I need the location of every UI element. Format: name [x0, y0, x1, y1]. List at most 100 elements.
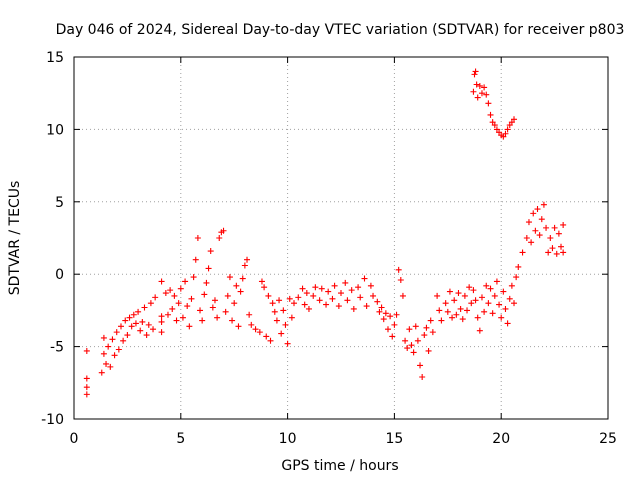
data-point: [271, 308, 278, 315]
data-point: [380, 316, 387, 323]
data-point: [145, 321, 152, 328]
data-point: [370, 292, 377, 299]
data-point: [498, 314, 505, 321]
data-point: [476, 82, 483, 89]
data-point: [177, 285, 184, 292]
data-point: [226, 274, 233, 281]
data-point: [519, 249, 526, 256]
data-point: [162, 290, 169, 297]
data-point: [485, 100, 492, 107]
data-point: [387, 313, 394, 320]
data-point: [504, 320, 511, 327]
data-point: [419, 374, 426, 381]
data-point: [220, 227, 227, 234]
data-point: [194, 235, 201, 241]
data-point: [361, 275, 368, 282]
data-point: [124, 332, 131, 339]
data-point: [288, 314, 295, 321]
data-point: [139, 318, 146, 325]
data-point: [342, 279, 349, 286]
data-point: [549, 245, 556, 252]
data-point: [325, 288, 332, 295]
data-point: [120, 337, 127, 344]
data-point: [506, 295, 513, 302]
x-tick-label: 20: [492, 431, 510, 447]
data-point: [316, 297, 323, 304]
data-point: [489, 310, 496, 317]
data-point: [188, 295, 195, 302]
data-point: [335, 303, 342, 310]
data-point: [291, 300, 298, 307]
data-point: [425, 347, 432, 354]
data-point: [511, 300, 518, 307]
data-point: [192, 256, 199, 263]
data-point: [184, 303, 191, 310]
data-point: [481, 84, 488, 91]
data-point: [355, 284, 362, 291]
data-point: [231, 300, 238, 307]
data-point: [491, 292, 498, 299]
data-point: [122, 317, 129, 324]
data-point: [224, 292, 231, 299]
data-point: [449, 314, 456, 321]
data-point: [267, 337, 274, 344]
data-point: [173, 317, 180, 324]
data-point: [235, 323, 242, 330]
data-point: [295, 294, 302, 301]
data-point: [423, 324, 430, 331]
data-point: [167, 287, 174, 294]
data-point: [417, 362, 424, 369]
data-point: [305, 305, 312, 312]
data-point: [442, 300, 449, 307]
data-point: [406, 326, 413, 333]
data-point: [504, 126, 511, 133]
plot-frame: [73, 56, 609, 420]
data-point: [496, 301, 503, 308]
data-point: [532, 227, 539, 234]
data-point: [256, 329, 263, 336]
data-point: [468, 300, 475, 307]
data-point: [248, 321, 255, 328]
data-point: [438, 317, 445, 324]
data-point: [555, 230, 562, 237]
data-point: [540, 201, 547, 208]
data-point: [436, 307, 443, 314]
x-tick-labels: 0 5 10 15 20 25: [70, 431, 617, 447]
data-point: [427, 317, 434, 324]
data-point: [207, 248, 214, 255]
data-point: [115, 346, 122, 353]
data-point: [470, 88, 477, 95]
y-tick-label: -10: [41, 412, 64, 428]
data-point: [500, 288, 507, 295]
data-point: [402, 337, 409, 344]
data-point: [182, 278, 189, 285]
data-point: [493, 278, 500, 285]
data-point: [83, 384, 90, 391]
data-point: [350, 305, 357, 312]
data-point: [282, 321, 289, 328]
data-point: [464, 307, 471, 314]
data-point: [265, 292, 272, 299]
data-point: [233, 282, 240, 289]
grid-lines: [74, 57, 608, 419]
data-point: [560, 221, 567, 228]
data-point: [100, 334, 107, 341]
x-tick-label: 0: [70, 431, 79, 447]
data-point: [485, 300, 492, 307]
data-point: [299, 285, 306, 292]
data-point: [246, 311, 253, 318]
data-point: [455, 290, 462, 297]
data-point: [186, 323, 193, 330]
data-point: [410, 349, 417, 356]
data-point: [483, 91, 490, 98]
data-point: [152, 294, 159, 301]
y-tick-label: 0: [55, 267, 64, 283]
data-point: [395, 266, 402, 273]
data-point: [487, 285, 494, 292]
chart-title: Day 046 of 2024, Sidereal Day-to-day VTE…: [56, 22, 625, 38]
x-tick-label: 10: [279, 431, 297, 447]
data-point: [258, 278, 265, 285]
data-point: [252, 326, 259, 333]
data-point: [525, 219, 532, 226]
